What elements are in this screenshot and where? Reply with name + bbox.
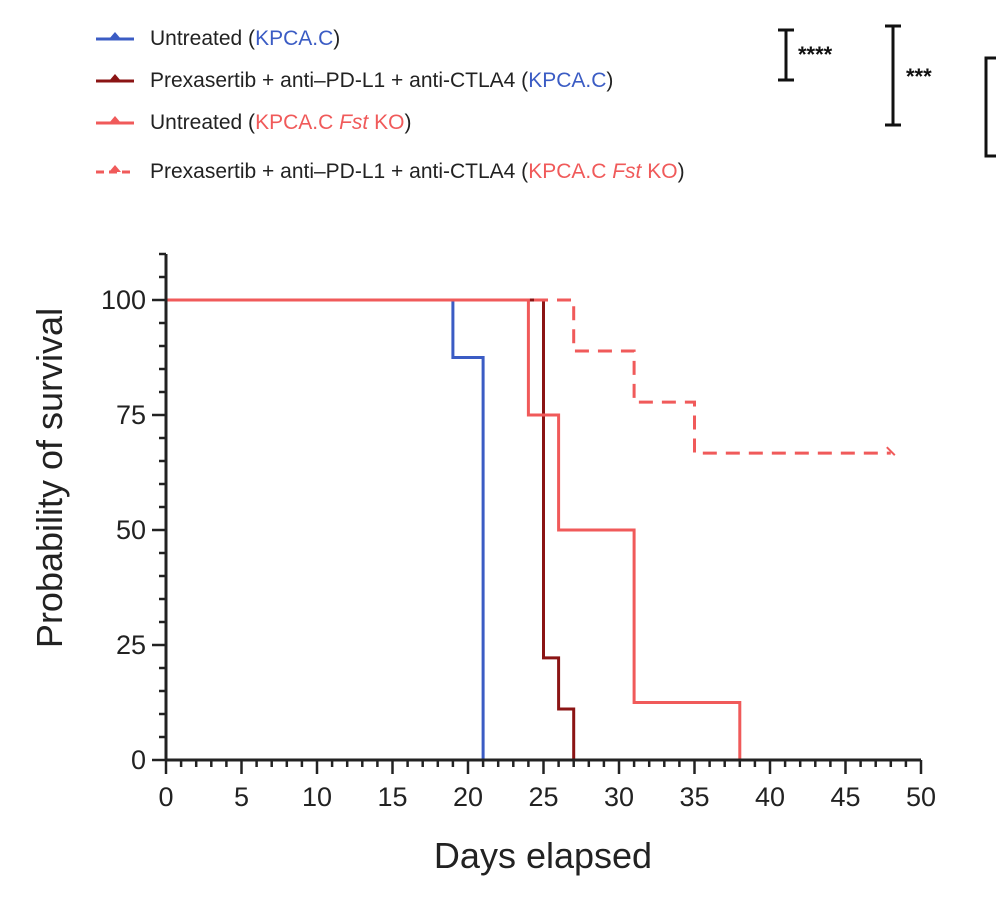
legend-marker-3 [109,116,121,123]
sig-bracket-3 [984,56,996,158]
survival-curve-3 [166,298,742,760]
y-tick-label: 50 [116,515,146,545]
x-tick-label: 35 [679,782,709,812]
x-tick-label: 20 [453,782,483,812]
x-tick-label: 50 [906,782,936,812]
axes: 0 25 50 75 100 0 5 10 15 20 25 30 35 40 45 50 [101,252,936,812]
survival-curves [166,298,896,760]
sig-label-2: *** [906,64,932,89]
x-tick-label: 45 [830,782,860,812]
y-tick-label: 100 [101,285,146,315]
x-tick-label: 10 [302,782,332,812]
x-tick-label: 5 [234,782,249,812]
sig-bracket-1 [778,28,794,82]
survival-curve-4 [166,298,891,455]
sig-label-1: **** [798,42,833,67]
y-tick-label: 25 [116,630,146,660]
x-tick-label: 15 [377,782,407,812]
significance-brackets: ******* [778,24,996,158]
legend-label-2: Prexasertib + anti–PD-L1 + anti-CTLA4 (K… [150,69,613,92]
legend-marker-1 [109,32,121,39]
y-tick-label: 0 [131,745,146,775]
sig-bracket-2 [885,24,901,127]
survival-curve-1 [166,298,485,760]
legend-label-3: Untreated (KPCA.C Fst KO) [150,111,411,134]
x-tick-label: 0 [158,782,173,812]
legend-label-1: Untreated (KPCA.C) [150,27,340,50]
legend-marker-2 [109,74,121,81]
x-axis-title: Days elapsed [434,835,652,876]
x-tick-label: 30 [604,782,634,812]
legend-marker-4 [109,165,121,172]
y-tick-label: 75 [116,400,146,430]
survival-curve-2 [166,298,576,760]
legend: Untreated (KPCA.C) Prexasertib + anti–PD-… [96,27,685,183]
x-tick-label: 40 [755,782,785,812]
x-tick-label: 25 [528,782,558,812]
censor-mark [886,446,896,456]
y-axis-title: Probability of survival [29,308,70,648]
legend-label-4: Prexasertib + anti–PD-L1 + anti-CTLA4 (K… [150,160,685,183]
